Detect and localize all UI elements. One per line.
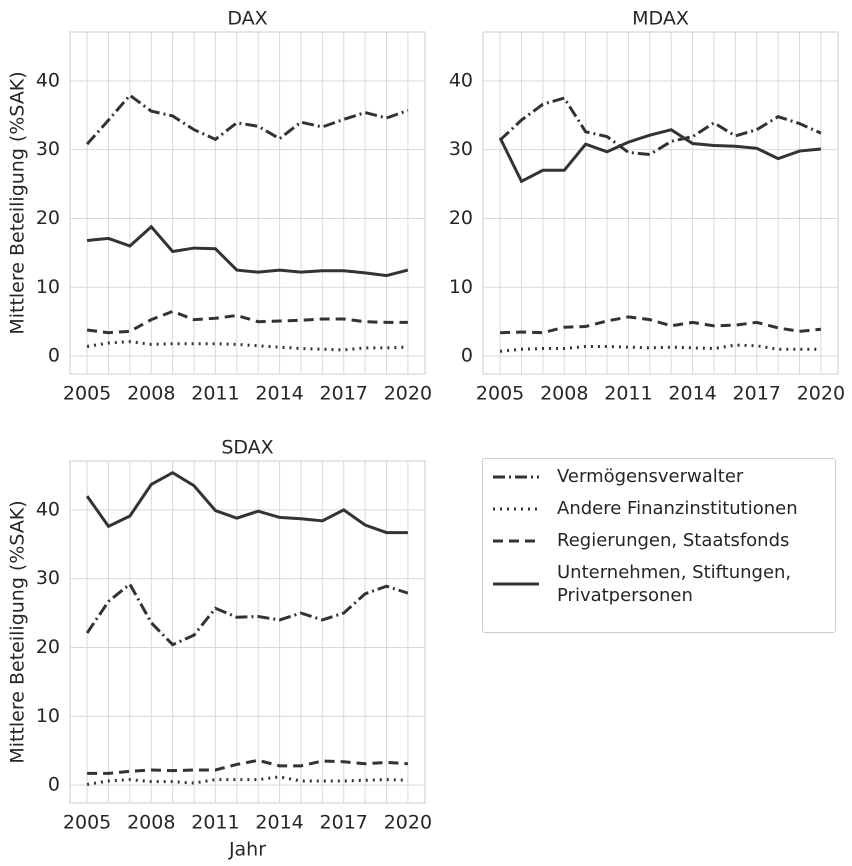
x-tick-label: 2017: [320, 383, 368, 405]
y-tick-label: 40: [449, 69, 473, 91]
x-tick-label: 2014: [255, 812, 303, 834]
x-tick-label: 2005: [63, 812, 111, 834]
legend-swatch: [493, 507, 539, 510]
x-tick-label: 2011: [191, 812, 239, 834]
y-tick-label: 40: [36, 69, 60, 91]
legend-label: Andere Finanzinstitutionen: [557, 498, 798, 519]
series-line: [86, 224, 409, 278]
y-tick-label: 10: [449, 276, 473, 298]
series-line: [86, 309, 408, 335]
legend-item: Andere Finanzinstitutionen: [491, 497, 835, 520]
y-tick-label: 30: [449, 138, 473, 160]
x-tick-label: 2008: [540, 383, 588, 405]
y-tick-label: 10: [36, 276, 60, 298]
y-tick-label: 0: [48, 774, 60, 796]
y-tick-label: 30: [36, 138, 60, 160]
x-tick-label: 2011: [191, 383, 239, 405]
x-tick-label: 2005: [63, 383, 111, 405]
chart-title: DAX: [227, 8, 267, 30]
y-tick-label: 10: [36, 705, 60, 727]
x-tick-label: 2014: [668, 383, 716, 405]
y-tick-label: 0: [461, 345, 473, 367]
chart-title: MDAX: [632, 8, 689, 30]
series-line: [500, 315, 822, 335]
series-line: [86, 775, 408, 786]
series-line: [499, 96, 822, 157]
y-axis-label: Mittlere Beteiligung (%SAK): [7, 500, 29, 763]
plot-area: [482, 31, 839, 375]
x-tick-label: 2011: [604, 383, 652, 405]
y-tick-label: 20: [449, 207, 473, 229]
x-axis-label: Jahr: [228, 839, 266, 861]
legend-swatch: [493, 539, 539, 542]
x-tick-label: 2017: [320, 812, 368, 834]
x-tick-label: 2008: [127, 383, 175, 405]
y-tick-label: 20: [36, 207, 60, 229]
series-line: [85, 470, 408, 535]
y-tick-label: 30: [36, 567, 60, 589]
series-line: [87, 758, 408, 775]
legend-item: Unternehmen, Stiftungen, Privatpersonen: [491, 561, 835, 607]
legend: Vermögensverwalter Andere Finanzinstituti…: [482, 458, 836, 633]
legend-swatch: [493, 475, 539, 478]
legend-label: Unternehmen, Stiftungen, Privatpersonen: [557, 562, 792, 606]
series-line: [498, 128, 822, 184]
x-tick-label: 2020: [797, 383, 845, 405]
legend-label: Vermögensverwalter: [557, 466, 744, 487]
legend-item: Vermögensverwalter: [491, 465, 835, 488]
legend-label: Regierungen, Staatsfonds: [557, 530, 790, 551]
y-tick-label: 40: [36, 498, 60, 520]
y-tick-label: 0: [48, 345, 60, 367]
x-tick-label: 2005: [476, 383, 524, 405]
y-tick-label: 20: [36, 636, 60, 658]
series-line: [85, 581, 409, 647]
chart-title: SDAX: [221, 437, 273, 459]
y-axis-label: Mittlere Beteiligung (%SAK): [7, 71, 29, 334]
x-tick-label: 2020: [384, 812, 432, 834]
plot-area: [69, 31, 426, 375]
legend-item: Regierungen, Staatsfonds: [491, 529, 835, 552]
legend-swatch: [493, 582, 539, 586]
plot-area: [69, 460, 426, 804]
x-tick-label: 2008: [127, 812, 175, 834]
x-tick-label: 2017: [733, 383, 781, 405]
x-tick-label: 2014: [255, 383, 303, 405]
x-tick-label: 2020: [384, 383, 432, 405]
series-line: [85, 93, 409, 146]
